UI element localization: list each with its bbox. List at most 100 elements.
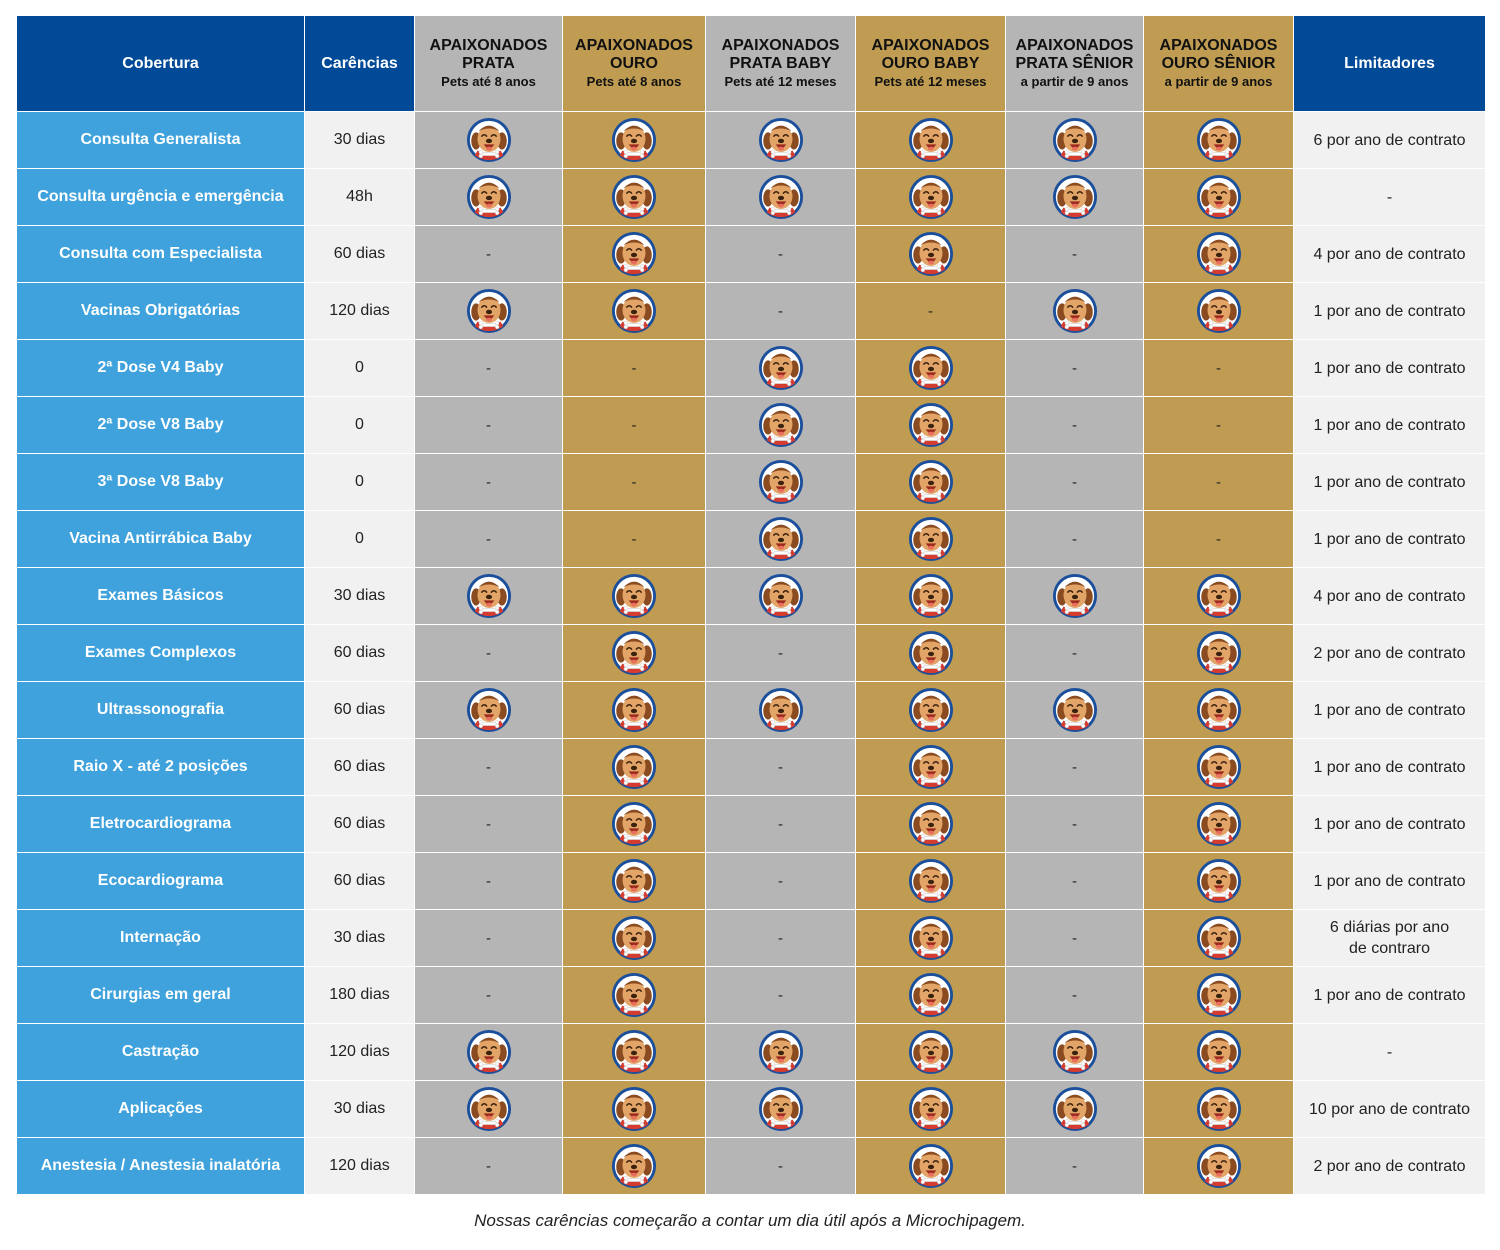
plan-included-cell [705,111,856,169]
waiting-period-cell: 48h [304,168,415,226]
limit-line: 10 por ano de contrato [1308,1100,1470,1118]
plan-included-cell [855,453,1006,511]
plan-subtitle: Pets até 8 anos [586,74,682,89]
waiting-period-cell: 0 [304,453,415,511]
dog-mascot-icon [1052,1029,1098,1075]
plan-included-cell [855,1023,1006,1081]
dog-mascot-icon [611,915,657,961]
plan-included-cell [855,852,1006,910]
waiting-period-cell: 30 dias [304,111,415,169]
plan-not-included-cell: - [414,453,563,511]
dog-mascot-icon [1196,801,1242,847]
plan-included-cell [562,909,706,967]
plan-included-cell [1143,567,1294,625]
plan-not-included-cell: - [414,624,563,682]
limit-cell: 1 por ano de contrato [1293,453,1486,511]
dog-mascot-icon [908,972,954,1018]
table-row: Cirurgias em geral 180 dias - - -1 por ano d… [16,966,1486,1024]
waiting-period-cell: 180 dias [304,966,415,1024]
coverage-cell: 2ª Dose V4 Baby [16,339,305,397]
table-row: Exames Complexos 60 dias - - -2 por ano de c… [16,624,1486,682]
header-plan-prata-baby: APAIXONADOS PRATA BABY Pets até 12 meses [705,15,856,112]
table-row: Ultrassonografia 60 dias 1 por ano de cont… [16,681,1486,739]
dog-mascot-icon [1196,174,1242,220]
header-waiting: Carências [304,15,415,112]
header-plan-ouro-senior: APAIXONADOS OURO SÊNIOR a partir de 9 an… [1143,15,1294,112]
limit-line: 2 por ano de contrato [1313,644,1466,662]
dog-mascot-icon [611,288,657,334]
table-row: 2ª Dose V8 Baby 0- - - -1 por ano de contrat… [16,396,1486,454]
plan-included-cell [562,852,706,910]
coverage-cell: Cirurgias em geral [16,966,305,1024]
plan-not-included-cell: - [1005,738,1144,796]
coverage-cell: 3ª Dose V8 Baby [16,453,305,511]
dog-mascot-icon [1052,288,1098,334]
dog-mascot-icon [1196,117,1242,163]
dog-mascot-icon [466,1029,512,1075]
dog-mascot-icon [758,1086,804,1132]
limit-cell: 1 por ano de contrato [1293,681,1486,739]
dog-mascot-icon [611,1029,657,1075]
plan-included-cell [855,168,1006,226]
coverage-cell: Consulta Generalista [16,111,305,169]
limit-cell: 1 por ano de contrato [1293,738,1486,796]
table-row: Consulta com Especialista 60 dias - - -4 por… [16,225,1486,283]
limit-cell: 1 por ano de contrato [1293,339,1486,397]
plan-not-included-cell: - [705,852,856,910]
plan-included-cell [855,1137,1006,1195]
dog-mascot-icon [1052,687,1098,733]
plan-included-cell [562,681,706,739]
plan-included-cell [562,168,706,226]
waiting-period-cell: 30 dias [304,567,415,625]
plan-subtitle: a partir de 9 anos [1020,74,1129,89]
plan-included-cell [855,567,1006,625]
plan-not-included-cell: - [705,225,856,283]
dog-mascot-icon [611,972,657,1018]
waiting-period-cell: 30 dias [304,909,415,967]
coverage-cell: Consulta com Especialista [16,225,305,283]
limit-cell: 1 por ano de contrato [1293,852,1486,910]
table-row: Eletrocardiograma 60 dias - - -1 por ano de … [16,795,1486,853]
plan-included-cell [562,282,706,340]
waiting-period-cell: 60 dias [304,624,415,682]
dog-mascot-icon [1196,630,1242,676]
header-plan-ouro: APAIXONADOS OURO Pets até 8 anos [562,15,706,112]
coverage-cell: 2ª Dose V8 Baby [16,396,305,454]
dog-mascot-icon [1052,174,1098,220]
dog-mascot-icon [908,402,954,448]
dog-mascot-icon [908,915,954,961]
plan-included-cell [562,1023,706,1081]
dog-mascot-icon [611,687,657,733]
plan-included-cell [1005,282,1144,340]
limit-line: 1 por ano de contrato [1313,302,1466,320]
plan-not-included-cell: - [562,453,706,511]
dog-mascot-icon [1052,1086,1098,1132]
coverage-cell: Vacina Antirrábica Baby [16,510,305,568]
dog-mascot-icon [1052,573,1098,619]
coverage-cell: Consulta urgência e emergência [16,168,305,226]
dog-mascot-icon [758,174,804,220]
dog-mascot-icon [611,117,657,163]
footnote: Nossas carências começarão a contar um d… [474,1211,1026,1230]
waiting-period-cell: 60 dias [304,852,415,910]
plan-included-cell [562,966,706,1024]
limit-cell: 10 por ano de contrato [1293,1080,1486,1138]
dog-mascot-icon [908,345,954,391]
dog-mascot-icon [758,516,804,562]
header-plan-prata-senior: APAIXONADOS PRATA SÊNIOR a partir de 9 a… [1005,15,1144,112]
plan-not-included-cell: - [1143,453,1294,511]
plan-included-cell [855,1080,1006,1138]
plan-not-included-cell: - [1005,624,1144,682]
limit-cell: 1 por ano de contrato [1293,795,1486,853]
plan-included-cell [855,681,1006,739]
plan-not-included-cell: - [1005,396,1144,454]
plan-subtitle: Pets até 12 meses [874,74,987,89]
limit-line: 6 diárias por ano [1329,919,1450,936]
table-row: Consulta urgência e emergência 48h - [16,168,1486,226]
limit-line: 1 por ano de contrato [1313,872,1466,890]
table-row: Raio X - até 2 posições 60 dias - - -1 por a… [16,738,1486,796]
plan-included-cell [1143,681,1294,739]
plan-included-cell [1143,1137,1294,1195]
waiting-period-cell: 120 dias [304,1137,415,1195]
dog-mascot-icon [611,573,657,619]
